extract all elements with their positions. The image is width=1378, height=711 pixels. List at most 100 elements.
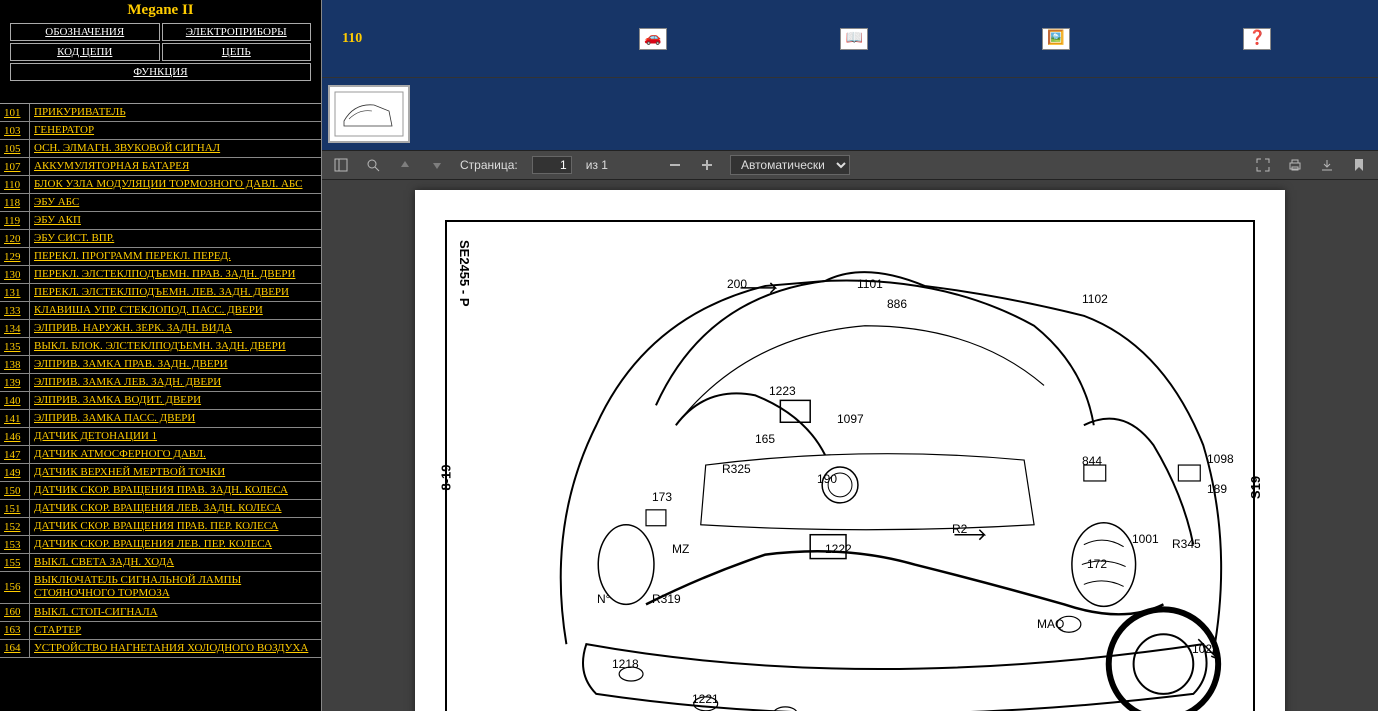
item-label[interactable]: УСТРОЙСТВО НАГНЕТАНИЯ ХОЛОДНОГО ВОЗДУХА [30, 640, 321, 657]
item-label[interactable]: СТАРТЕР [30, 622, 321, 639]
item-code[interactable]: 139 [0, 374, 30, 391]
item-code[interactable]: 156 [0, 572, 30, 602]
help-icon[interactable]: ❓ [1243, 28, 1271, 50]
item-code[interactable]: 151 [0, 500, 30, 517]
zoom-out-icon[interactable] [666, 156, 684, 174]
item-code[interactable]: 155 [0, 554, 30, 571]
item-label[interactable]: ЭЛПРИВ. НАРУЖН. ЗЕРК. ЗАДН. ВИДА [30, 320, 321, 337]
item-label[interactable]: ПЕРЕКЛ. ЭЛСТЕКЛПОДЪЕМН. ПРАВ. ЗАДН. ДВЕР… [30, 266, 321, 283]
fullscreen-icon[interactable] [1254, 156, 1272, 174]
item-code[interactable]: 149 [0, 464, 30, 481]
item-label[interactable]: ЭЛПРИВ. ЗАМКА ВОДИТ. ДВЕРИ [30, 392, 321, 409]
item-label[interactable]: ЭЛПРИВ. ЗАМКА ПАСС. ДВЕРИ [30, 410, 321, 427]
download-icon[interactable] [1318, 156, 1336, 174]
page-down-icon[interactable] [428, 156, 446, 174]
nav-circuit[interactable]: ЦЕПЬ [162, 43, 312, 61]
item-label[interactable]: ЭЛПРИВ. ЗАМКА ПРАВ. ЗАДН. ДВЕРИ [30, 356, 321, 373]
item-code[interactable]: 138 [0, 356, 30, 373]
item-label[interactable]: ДАТЧИК СКОР. ВРАЩЕНИЯ ПРАВ. ПЕР. КОЛЕСА [30, 518, 321, 535]
item-row[interactable]: 138ЭЛПРИВ. ЗАМКА ПРАВ. ЗАДН. ДВЕРИ [0, 356, 321, 374]
item-row[interactable]: 131ПЕРЕКЛ. ЭЛСТЕКЛПОДЪЕМН. ЛЕВ. ЗАДН. ДВ… [0, 284, 321, 302]
item-code[interactable]: 133 [0, 302, 30, 319]
item-code[interactable]: 150 [0, 482, 30, 499]
item-code[interactable]: 129 [0, 248, 30, 265]
item-row[interactable]: 152ДАТЧИК СКОР. ВРАЩЕНИЯ ПРАВ. ПЕР. КОЛЕ… [0, 518, 321, 536]
item-label[interactable]: ВЫКЛЮЧАТЕЛЬ СИГНАЛЬНОЙ ЛАМПЫ СТОЯНОЧНОГО… [30, 572, 321, 602]
item-label[interactable]: ПРИКУРИВАТЕЛЬ [30, 104, 321, 121]
item-label[interactable]: ДАТЧИК СКОР. ВРАЩЕНИЯ ЛЕВ. ПЕР. КОЛЕСА [30, 536, 321, 553]
page-up-icon[interactable] [396, 156, 414, 174]
thumbnail[interactable] [328, 85, 410, 143]
item-row[interactable]: 153ДАТЧИК СКОР. ВРАЩЕНИЯ ЛЕВ. ПЕР. КОЛЕС… [0, 536, 321, 554]
nav-electrical[interactable]: ЭЛЕКТРОПРИБОРЫ [162, 23, 312, 41]
car-icon[interactable]: 🚗 [639, 28, 667, 50]
nav-function[interactable]: ФУНКЦИЯ [10, 63, 311, 81]
item-label[interactable]: ДАТЧИК ВЕРХНЕЙ МЕРТВОЙ ТОЧКИ [30, 464, 321, 481]
zoom-select[interactable]: Автоматически [730, 155, 850, 175]
item-code[interactable]: 160 [0, 604, 30, 621]
items-table[interactable]: 101ПРИКУРИВАТЕЛЬ103ГЕНЕРАТОР105ОСН. ЭЛМА… [0, 103, 321, 711]
item-row[interactable]: 140ЭЛПРИВ. ЗАМКА ВОДИТ. ДВЕРИ [0, 392, 321, 410]
item-row[interactable]: 163СТАРТЕР [0, 622, 321, 640]
item-row[interactable]: 103ГЕНЕРАТОР [0, 122, 321, 140]
item-code[interactable]: 119 [0, 212, 30, 229]
nav-designations[interactable]: ОБОЗНАЧЕНИЯ [10, 23, 160, 41]
book-icon[interactable]: 📖 [840, 28, 868, 50]
item-label[interactable]: ПЕРЕКЛ. ПРОГРАММ ПЕРЕКЛ. ПЕРЕД. [30, 248, 321, 265]
item-code[interactable]: 103 [0, 122, 30, 139]
item-row[interactable]: 105ОСН. ЭЛМАГН. ЗВУКОВОЙ СИГНАЛ [0, 140, 321, 158]
item-row[interactable]: 160ВЫКЛ. СТОП-СИГНАЛА [0, 604, 321, 622]
item-code[interactable]: 118 [0, 194, 30, 211]
item-code[interactable]: 110 [0, 176, 30, 193]
pdf-viewer[interactable]: SE2455 - P 8-19 S19 [322, 180, 1378, 711]
item-row[interactable]: 149ДАТЧИК ВЕРХНЕЙ МЕРТВОЙ ТОЧКИ [0, 464, 321, 482]
item-label[interactable]: ЭБУ АКП [30, 212, 321, 229]
item-code[interactable]: 152 [0, 518, 30, 535]
item-row[interactable]: 129ПЕРЕКЛ. ПРОГРАММ ПЕРЕКЛ. ПЕРЕД. [0, 248, 321, 266]
item-label[interactable]: ОСН. ЭЛМАГН. ЗВУКОВОЙ СИГНАЛ [30, 140, 321, 157]
item-label[interactable]: ВЫКЛ. БЛОК. ЭЛСТЕКЛПОДЪЕМН. ЗАДН. ДВЕРИ [30, 338, 321, 355]
item-label[interactable]: ЭБУ АБС [30, 194, 321, 211]
bookmark-icon[interactable] [1350, 156, 1368, 174]
item-row[interactable]: 101ПРИКУРИВАТЕЛЬ [0, 104, 321, 122]
item-label[interactable]: ЭБУ СИСТ. ВПР. [30, 230, 321, 247]
item-code[interactable]: 101 [0, 104, 30, 121]
item-row[interactable]: 139ЭЛПРИВ. ЗАМКА ЛЕВ. ЗАДН. ДВЕРИ [0, 374, 321, 392]
item-row[interactable]: 164УСТРОЙСТВО НАГНЕТАНИЯ ХОЛОДНОГО ВОЗДУ… [0, 640, 321, 658]
item-label[interactable]: КЛАВИША УПР. СТЕКЛОПОД. ПАСС. ДВЕРИ [30, 302, 321, 319]
item-label[interactable]: БЛОК УЗЛА МОДУЛЯЦИИ ТОРМОЗНОГО ДАВЛ. АБС [30, 176, 321, 193]
picture-icon[interactable]: 🖼️ [1042, 28, 1070, 50]
item-code[interactable]: 164 [0, 640, 30, 657]
item-label[interactable]: ВЫКЛ. СВЕТА ЗАДН. ХОДА [30, 554, 321, 571]
item-row[interactable]: 146ДАТЧИК ДЕТОНАЦИИ 1 [0, 428, 321, 446]
item-row[interactable]: 156ВЫКЛЮЧАТЕЛЬ СИГНАЛЬНОЙ ЛАМПЫ СТОЯНОЧН… [0, 572, 321, 603]
zoom-in-icon[interactable] [698, 156, 716, 174]
item-row[interactable]: 110БЛОК УЗЛА МОДУЛЯЦИИ ТОРМОЗНОГО ДАВЛ. … [0, 176, 321, 194]
item-label[interactable]: ВЫКЛ. СТОП-СИГНАЛА [30, 604, 321, 621]
item-code[interactable]: 163 [0, 622, 30, 639]
item-code[interactable]: 105 [0, 140, 30, 157]
item-row[interactable]: 134ЭЛПРИВ. НАРУЖН. ЗЕРК. ЗАДН. ВИДА [0, 320, 321, 338]
item-code[interactable]: 131 [0, 284, 30, 301]
item-row[interactable]: 151ДАТЧИК СКОР. ВРАЩЕНИЯ ЛЕВ. ЗАДН. КОЛЕ… [0, 500, 321, 518]
item-label[interactable]: АККУМУЛЯТОРНАЯ БАТАРЕЯ [30, 158, 321, 175]
item-row[interactable]: 150ДАТЧИК СКОР. ВРАЩЕНИЯ ПРАВ. ЗАДН. КОЛ… [0, 482, 321, 500]
item-code[interactable]: 130 [0, 266, 30, 283]
item-code[interactable]: 153 [0, 536, 30, 553]
item-label[interactable]: ДАТЧИК АТМОСФЕРНОГО ДАВЛ. [30, 446, 321, 463]
item-label[interactable]: ПЕРЕКЛ. ЭЛСТЕКЛПОДЪЕМН. ЛЕВ. ЗАДН. ДВЕРИ [30, 284, 321, 301]
sidebar-toggle-icon[interactable] [332, 156, 350, 174]
item-row[interactable]: 141ЭЛПРИВ. ЗАМКА ПАСС. ДВЕРИ [0, 410, 321, 428]
item-code[interactable]: 135 [0, 338, 30, 355]
nav-circuit-code[interactable]: КОД ЦЕПИ [10, 43, 160, 61]
item-code[interactable]: 147 [0, 446, 30, 463]
item-code[interactable]: 140 [0, 392, 30, 409]
item-code[interactable]: 134 [0, 320, 30, 337]
item-row[interactable]: 147ДАТЧИК АТМОСФЕРНОГО ДАВЛ. [0, 446, 321, 464]
page-input[interactable] [532, 156, 572, 174]
item-row[interactable]: 120ЭБУ СИСТ. ВПР. [0, 230, 321, 248]
item-label[interactable]: ЭЛПРИВ. ЗАМКА ЛЕВ. ЗАДН. ДВЕРИ [30, 374, 321, 391]
item-label[interactable]: ГЕНЕРАТОР [30, 122, 321, 139]
item-row[interactable]: 119ЭБУ АКП [0, 212, 321, 230]
item-label[interactable]: ДАТЧИК СКОР. ВРАЩЕНИЯ ЛЕВ. ЗАДН. КОЛЕСА [30, 500, 321, 517]
